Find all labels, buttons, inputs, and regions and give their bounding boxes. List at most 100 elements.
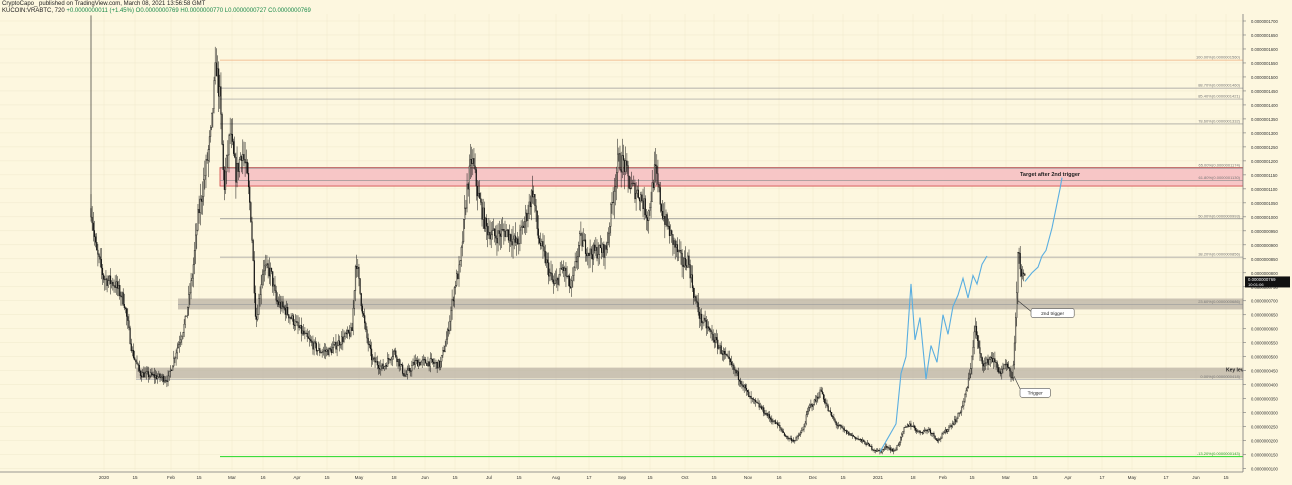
candle-body <box>482 207 484 220</box>
candle-body <box>908 424 910 427</box>
candle-body <box>673 240 675 245</box>
candle-body <box>490 234 492 240</box>
candle-body <box>273 284 275 287</box>
candle-body <box>383 366 385 369</box>
candle-body <box>121 292 123 298</box>
candle-body <box>435 361 437 364</box>
candle-body <box>863 439 865 442</box>
candle-body <box>980 353 982 358</box>
candle-body <box>599 244 602 249</box>
candle-body <box>854 436 856 438</box>
candle-body <box>520 227 522 231</box>
y-tick-label: 0.0000001500 <box>1251 75 1278 80</box>
candle-body <box>618 153 620 155</box>
candle-body <box>385 365 388 367</box>
candle-body <box>803 426 805 430</box>
candle-body <box>387 358 389 367</box>
candle-body <box>836 424 838 426</box>
candle-body <box>794 440 796 442</box>
candle-body <box>296 321 298 323</box>
candle-body <box>260 284 262 295</box>
candle-body <box>261 274 263 285</box>
candle-body <box>641 194 643 202</box>
x-tick-label: 18 <box>910 475 916 480</box>
candle-body <box>321 352 323 354</box>
x-tick-label: Aug <box>552 475 561 480</box>
candle-body <box>513 235 515 240</box>
candle-body <box>100 259 102 269</box>
candle-body <box>730 361 733 366</box>
candle-body <box>526 212 528 221</box>
candle-body <box>256 316 258 320</box>
candle-body <box>902 431 904 435</box>
candle-body <box>119 285 121 297</box>
candle-body <box>955 419 957 422</box>
y-tick-label: 0.0000000100 <box>1251 467 1278 472</box>
candle-body <box>877 449 879 452</box>
x-tick-label: 15 <box>516 475 522 480</box>
candle-body <box>943 432 945 434</box>
candle-body <box>341 336 343 345</box>
candle-body <box>821 391 823 395</box>
candle-body <box>269 267 271 277</box>
candle-body <box>228 135 230 156</box>
candle-body <box>844 429 846 431</box>
candle-body <box>395 350 397 357</box>
candle-body <box>233 141 235 154</box>
candle-body <box>106 278 108 286</box>
candle-body <box>954 419 956 425</box>
fib-label: 61.80%(0.0000001130) <box>1198 175 1240 180</box>
candle-body <box>565 267 567 277</box>
candle-body <box>211 112 213 128</box>
candle-body <box>886 445 888 448</box>
candle-body <box>960 406 963 413</box>
candle-body <box>543 246 545 252</box>
candle-body <box>601 247 603 253</box>
candle-body <box>806 411 809 415</box>
candle-body <box>887 447 889 449</box>
candle-body <box>461 241 464 248</box>
candle-body <box>741 383 743 386</box>
candle-body <box>1002 368 1004 370</box>
candle-body <box>420 361 422 366</box>
candle-body <box>411 365 413 372</box>
candle-body <box>868 443 871 447</box>
candle-body <box>742 385 744 388</box>
candle-body <box>483 207 485 229</box>
candle-body <box>912 425 914 427</box>
candle-body <box>739 379 741 382</box>
candle-body <box>771 419 773 422</box>
candle-body <box>620 169 622 173</box>
candle-body <box>201 196 204 202</box>
candle-body <box>207 149 209 161</box>
candle-body <box>636 189 638 194</box>
candle-body <box>511 241 513 246</box>
candle-body <box>910 423 912 427</box>
candle-body <box>699 313 702 319</box>
candle-body <box>264 265 266 272</box>
candle-body <box>517 238 519 245</box>
candle-body <box>763 407 765 414</box>
candle-body <box>831 412 833 417</box>
candle-body <box>475 169 477 187</box>
candle-body <box>942 432 944 435</box>
target-zone <box>219 167 1244 187</box>
candle-body <box>176 347 178 354</box>
candle-body <box>185 315 188 317</box>
candle-body <box>674 240 676 248</box>
candle-body <box>506 229 508 231</box>
candle-body <box>833 417 835 420</box>
x-tick-label: 15 <box>840 475 846 480</box>
candle-body <box>379 367 381 370</box>
candle-body <box>105 278 107 280</box>
candle-body <box>487 226 489 236</box>
candle-body <box>622 155 625 161</box>
candle-body <box>904 426 906 428</box>
candle-body <box>134 357 136 360</box>
candle-body <box>425 359 427 364</box>
candle-body <box>944 429 947 433</box>
candle-body <box>310 339 312 342</box>
candle-body <box>946 429 948 432</box>
